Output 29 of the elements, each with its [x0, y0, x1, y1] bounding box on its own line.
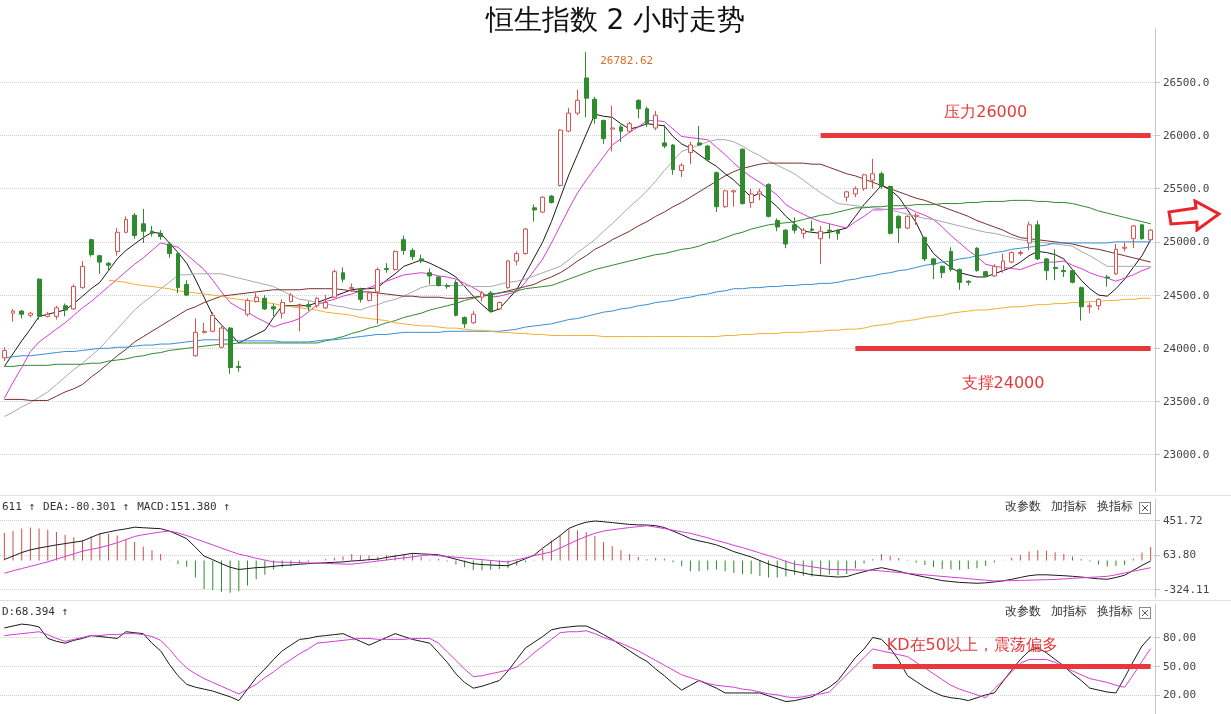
annotation: 改参数 [1005, 499, 1041, 513]
y-tick-label: 80.00 [1163, 630, 1197, 644]
annotation: DEA:-80.301 ↑ [43, 500, 130, 513]
y-tick-label: 23000.0 [1163, 448, 1210, 462]
annotation: D:68.394 ↑ [2, 605, 69, 618]
annotation: 换指标 [1097, 499, 1133, 513]
y-tick-label: -324.11 [1163, 582, 1210, 596]
annotation: 改参数 [1005, 604, 1041, 618]
annotation: MACD:151.380 ↑ [137, 500, 230, 513]
chart-title: 恒生指数 2 小时走势 [484, 2, 746, 36]
y-tick-label: 20.00 [1163, 688, 1197, 702]
y-tick-label: 24000.0 [1163, 341, 1210, 355]
y-tick-label: 26000.0 [1163, 128, 1210, 142]
y-tick-label: 25000.0 [1163, 235, 1210, 249]
y-tick-label: 26500.0 [1163, 75, 1210, 89]
annotation: 加指标 [1051, 604, 1087, 618]
ref-line-label: 支撑24000 [961, 372, 1045, 392]
y-tick-label: 50.00 [1163, 659, 1197, 673]
annotation: 26782.62 [600, 53, 654, 67]
annotation: 加指标 [1051, 499, 1087, 513]
ref-line-label: KD在50以上，震荡偏多 [886, 634, 1058, 654]
y-tick-label: 23500.0 [1163, 395, 1210, 409]
y-tick-label: 451.72 [1163, 513, 1203, 527]
annotation: 611 ↑ [2, 500, 36, 513]
y-tick-label: 24500.0 [1163, 288, 1210, 302]
y-tick-label: 63.80 [1163, 548, 1197, 562]
ref-line-label: 压力26000 [944, 101, 1028, 121]
annotation: 换指标 [1097, 604, 1133, 618]
y-tick-label: 25500.0 [1163, 182, 1210, 196]
